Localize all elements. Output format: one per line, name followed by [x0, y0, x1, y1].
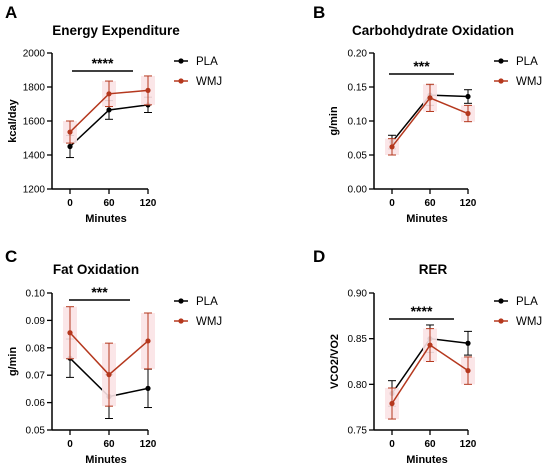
legend-swatch-marker [178, 298, 184, 304]
y-tick-label: 0.06 [26, 398, 46, 409]
data-point [67, 330, 73, 336]
panel-b: B Carbohdydrate Oxidation 0.00 0.05 0.10 0.15… [313, 3, 542, 225]
data-point [427, 342, 433, 348]
y-axis-label: g/min [328, 106, 340, 136]
y-tick-label: 1600 [23, 117, 46, 128]
panel-d: D RER 0.75 0.80 0.85 0.90 0 60 120 Minutes VCO2/VO… [313, 247, 542, 466]
x-axis-label: Minutes [406, 454, 448, 466]
significance-label: *** [413, 58, 430, 74]
panel-letter: C [5, 247, 17, 266]
x-tick-label: 60 [103, 439, 115, 450]
y-tick-label: 0.10 [26, 289, 46, 300]
x-axis-label: Minutes [85, 454, 127, 466]
data-point [465, 93, 471, 100]
x-axis-label: Minutes [406, 213, 448, 225]
significance-label: **** [411, 303, 433, 319]
data-point [465, 340, 471, 346]
y-tick-label: 2000 [23, 49, 46, 60]
x-axis-label: Minutes [85, 213, 127, 225]
data-point [106, 107, 112, 113]
data-point [145, 87, 151, 93]
legend: PLA WMJ [494, 56, 542, 88]
series-wmj [63, 306, 155, 407]
legend-label: PLA [516, 56, 538, 68]
data-point [67, 143, 73, 150]
x-tick-label: 120 [140, 198, 157, 209]
x-tick-label: 120 [460, 439, 477, 450]
chart-title: Energy Expenditure [52, 23, 180, 38]
panel-c: C Fat Oxidation 0.05 0.06 0.07 0.08 0.09 0.10 0 6… [5, 247, 222, 466]
legend-swatch-marker [178, 78, 184, 84]
x-tick-label: 0 [67, 439, 73, 450]
data-point [389, 144, 395, 150]
data-point [67, 129, 73, 135]
y-tick-label: 0.07 [26, 371, 46, 382]
y-tick-label: 1200 [23, 185, 46, 196]
y-axis-label: VCO2/VO2 [329, 334, 341, 389]
x-tick-label: 60 [103, 198, 115, 209]
x-tick-label: 60 [424, 198, 436, 209]
data-point [465, 110, 471, 117]
y-tick-label: 0.00 [348, 185, 368, 196]
y-tick-label: 1400 [23, 151, 46, 162]
y-tick-label: 0.80 [348, 380, 368, 391]
legend-label: PLA [516, 296, 538, 308]
series-wmj [385, 83, 475, 156]
y-tick-label: 0.85 [348, 334, 368, 345]
x-tick-label: 120 [460, 198, 477, 209]
legend-swatch-marker [498, 58, 504, 64]
legend-label: WMJ [196, 76, 222, 88]
legend-swatch-marker [498, 298, 504, 304]
y-tick-label: 1800 [23, 83, 46, 94]
legend: PLA WMJ [494, 296, 542, 328]
legend-label: WMJ [516, 76, 542, 88]
data-point [106, 91, 112, 97]
y-tick-label: 0.10 [348, 117, 368, 128]
significance-label: **** [92, 55, 114, 71]
y-tick-label: 0.20 [348, 49, 368, 60]
y-tick-label: 0.75 [348, 426, 368, 437]
chart-title: Carbohdydrate Oxidation [352, 23, 514, 38]
y-tick-label: 0.09 [26, 316, 46, 327]
x-tick-label: 0 [389, 439, 395, 450]
x-tick-label: 120 [140, 439, 157, 450]
significance-label: *** [91, 284, 108, 300]
data-point [465, 368, 471, 374]
legend: PLA WMJ [174, 296, 222, 328]
x-tick-label: 0 [67, 198, 73, 209]
chart-title: Fat Oxidation [53, 262, 139, 277]
panel-letter: D [313, 247, 325, 266]
x-tick-label: 0 [389, 198, 395, 209]
data-point [427, 95, 433, 101]
series-wmj [63, 75, 155, 144]
y-tick-label: 0.90 [348, 289, 368, 300]
legend-swatch-marker [498, 78, 504, 84]
legend-label: PLA [196, 296, 218, 308]
chart-title: RER [419, 262, 448, 277]
legend-label: WMJ [516, 316, 542, 328]
legend-swatch-marker [498, 318, 504, 324]
series-wmj [385, 328, 475, 420]
y-tick-label: 0.08 [26, 343, 46, 354]
panel-letter: B [313, 3, 325, 22]
data-point [106, 372, 112, 378]
legend-swatch-marker [178, 58, 184, 64]
y-axis-label: kcal/day [7, 98, 19, 142]
data-point [145, 338, 151, 344]
y-axis-label: g/min [7, 347, 19, 377]
x-tick-label: 60 [424, 439, 436, 450]
legend: PLA WMJ [174, 56, 222, 88]
data-point [145, 385, 151, 391]
y-tick-label: 0.05 [26, 426, 46, 437]
legend-label: WMJ [196, 316, 222, 328]
legend-swatch-marker [178, 318, 184, 324]
panel-letter: A [5, 3, 17, 22]
data-point [389, 400, 395, 407]
panel-a: A Energy Expenditure 1200 1400 1600 1800 2000 0… [5, 3, 222, 225]
y-tick-label: 0.15 [348, 83, 368, 94]
y-tick-label: 0.05 [348, 151, 368, 162]
legend-label: PLA [196, 56, 218, 68]
